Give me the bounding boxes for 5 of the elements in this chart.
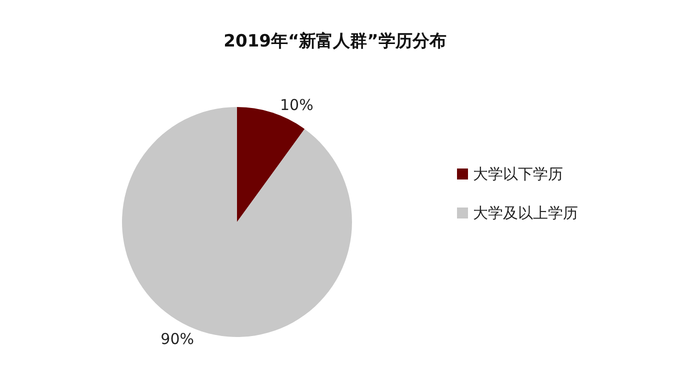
legend-label: 大学及以上学历 — [473, 204, 578, 222]
data-label: 10% — [280, 96, 314, 114]
data-label: 90% — [160, 330, 194, 348]
chart-title: 2019年“新富人群”学历分布 — [224, 32, 446, 52]
legend-label: 大学以下学历 — [473, 165, 563, 183]
